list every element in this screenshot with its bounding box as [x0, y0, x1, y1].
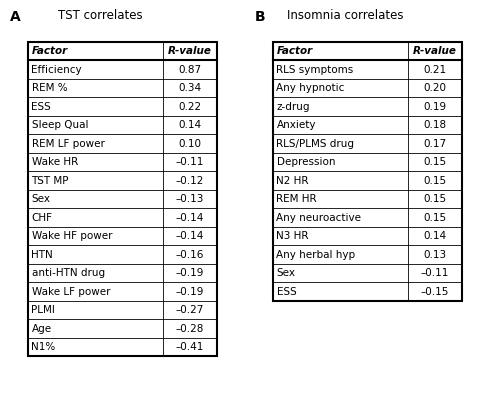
- Text: R-value: R-value: [412, 46, 457, 56]
- Text: –0.12: –0.12: [176, 176, 204, 185]
- Text: z-drug: z-drug: [276, 101, 310, 111]
- Text: R-value: R-value: [168, 46, 212, 56]
- Text: 0.10: 0.10: [178, 139, 201, 148]
- Text: TST MP: TST MP: [32, 176, 69, 185]
- Text: Factor: Factor: [32, 46, 68, 56]
- Text: ESS: ESS: [276, 287, 296, 297]
- Text: PLMI: PLMI: [32, 305, 56, 315]
- Text: N3 HR: N3 HR: [276, 231, 309, 241]
- Text: REM HR: REM HR: [276, 194, 317, 204]
- Text: –0.13: –0.13: [176, 194, 204, 204]
- Text: –0.11: –0.11: [176, 157, 204, 167]
- Text: –0.15: –0.15: [420, 287, 448, 297]
- Text: 0.22: 0.22: [178, 101, 201, 111]
- Text: Efficiency: Efficiency: [32, 64, 82, 74]
- Text: CHF: CHF: [32, 213, 52, 222]
- Bar: [28, 42, 216, 357]
- Text: 0.18: 0.18: [423, 120, 446, 130]
- Text: 0.87: 0.87: [178, 64, 201, 74]
- Text: Depression: Depression: [276, 157, 335, 167]
- Text: Wake HR: Wake HR: [32, 157, 78, 167]
- Text: –0.14: –0.14: [176, 231, 204, 241]
- Text: 0.15: 0.15: [423, 176, 446, 185]
- Text: TST correlates: TST correlates: [58, 9, 142, 22]
- Text: N2 HR: N2 HR: [276, 176, 309, 185]
- Text: Anxiety: Anxiety: [276, 120, 316, 130]
- Text: Sex: Sex: [32, 194, 50, 204]
- Text: Sleep Qual: Sleep Qual: [32, 120, 88, 130]
- Text: Factor: Factor: [276, 46, 313, 56]
- Text: 0.17: 0.17: [423, 139, 446, 148]
- Text: Sex: Sex: [276, 268, 295, 278]
- Text: 0.19: 0.19: [423, 101, 446, 111]
- Text: RLS symptoms: RLS symptoms: [276, 64, 354, 74]
- Text: –0.19: –0.19: [176, 287, 204, 297]
- Text: ESS: ESS: [32, 101, 52, 111]
- Text: 0.15: 0.15: [423, 157, 446, 167]
- Text: –0.11: –0.11: [420, 268, 448, 278]
- Text: 0.21: 0.21: [423, 64, 446, 74]
- Text: Age: Age: [32, 324, 52, 334]
- Text: anti-HTN drug: anti-HTN drug: [32, 268, 104, 278]
- Text: 0.15: 0.15: [423, 194, 446, 204]
- Bar: [272, 42, 462, 301]
- Text: HTN: HTN: [32, 250, 53, 259]
- Text: B: B: [255, 10, 266, 24]
- Text: RLS/PLMS drug: RLS/PLMS drug: [276, 139, 354, 148]
- Text: 0.14: 0.14: [178, 120, 201, 130]
- Text: A: A: [10, 10, 21, 24]
- Text: N1%: N1%: [32, 342, 56, 352]
- Text: 0.15: 0.15: [423, 213, 446, 222]
- Text: 0.13: 0.13: [423, 250, 446, 259]
- Text: Insomnia correlates: Insomnia correlates: [287, 9, 404, 22]
- Text: 0.14: 0.14: [423, 231, 446, 241]
- Text: –0.16: –0.16: [176, 250, 204, 259]
- Text: –0.27: –0.27: [176, 305, 204, 315]
- Text: –0.28: –0.28: [176, 324, 204, 334]
- Text: Wake LF power: Wake LF power: [32, 287, 110, 297]
- Text: Any hypnotic: Any hypnotic: [276, 83, 345, 93]
- Text: –0.19: –0.19: [176, 268, 204, 278]
- Text: REM LF power: REM LF power: [32, 139, 104, 148]
- Text: 0.34: 0.34: [178, 83, 201, 93]
- Text: 0.20: 0.20: [423, 83, 446, 93]
- Text: Any neuroactive: Any neuroactive: [276, 213, 362, 222]
- Text: –0.41: –0.41: [176, 342, 204, 352]
- Text: Wake HF power: Wake HF power: [32, 231, 112, 241]
- Text: –0.14: –0.14: [176, 213, 204, 222]
- Text: REM %: REM %: [32, 83, 67, 93]
- Text: Any herbal hyp: Any herbal hyp: [276, 250, 355, 259]
